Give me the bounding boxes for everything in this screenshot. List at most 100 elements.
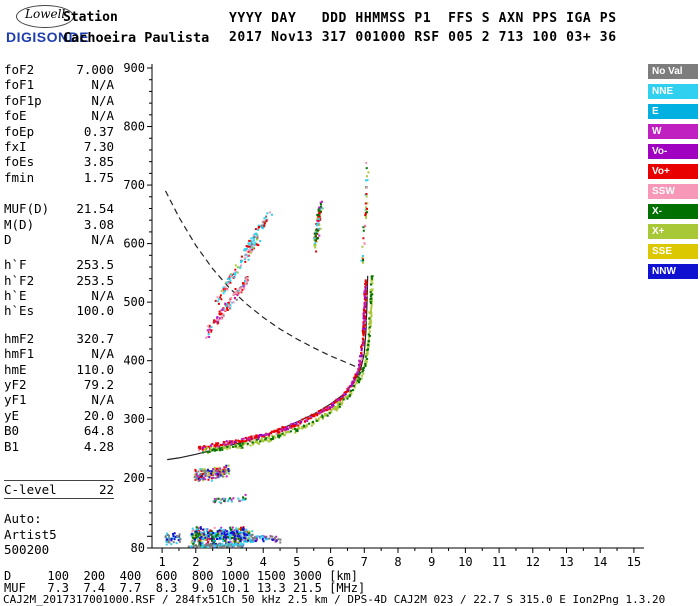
logo-orbit-ellipse-icon [16,5,74,28]
logo-lowell-text: Lowell [25,7,66,21]
param-value: 79.2 [83,377,114,393]
param-value: 64.8 [83,423,114,439]
trace-spread-above-cusp [361,171,370,264]
trace-es-layer [191,526,251,544]
parameter-group: hmF2 320.7 hmF1 N/A hmE 110.0 yF2 79.2 yF1 N/A yE 2… [4,331,114,454]
param-label: fmin [4,169,35,185]
param-value: 20.0 [83,407,114,423]
param-foF1: foF1 N/A [4,77,114,92]
parameter-group: h`F 253.5 h`F2 253.5 h`E N/A h`Es 100.0 [4,257,114,319]
trace-spread-above-cusp [362,193,368,261]
svg-text:8: 8 [394,555,401,569]
legend-item-vo-: Vo- [648,144,698,159]
muf-row: MUF 7.3 7.4 7.7 8.3 9.0 10.1 13.3 21.5 [… [4,581,366,595]
station-label: Station [63,10,118,25]
trace-f-trace-o [197,279,368,451]
param-label: C-level [4,481,57,497]
param-hF: h`F 253.5 [4,257,114,272]
svg-text:80: 80 [131,541,145,555]
legend-item-w: W [648,124,698,139]
param-hF2: h`F2 253.5 [4,273,114,288]
param-label: yF2 [4,377,27,393]
svg-text:14: 14 [593,555,607,569]
param-value: N/A [91,288,114,304]
trace-f-second-hop-a [205,277,249,339]
trace-e-region-sparse [213,497,246,504]
svg-text:12: 12 [526,555,540,569]
param-value: 4.28 [83,438,114,454]
parameter-group: MUF(D) 21.54 M(D) 3.08 D N/A [4,201,114,247]
param-hEs: h`Es 100.0 [4,303,114,318]
param-label: h`Es [4,303,35,319]
svg-text:11: 11 [492,555,506,569]
param-label: 500200 [4,542,50,558]
trace-f-second-hop-a [206,285,245,338]
param-label: Auto: [4,511,42,527]
param-label: foF2 [4,62,35,77]
param-label: foEs [4,154,35,170]
legend-item-nnw: NNW [648,264,698,279]
param-value: N/A [91,231,114,247]
svg-text:900: 900 [123,61,145,75]
trace-es-layer [190,526,251,545]
param-MD: M(D) 3.08 [4,217,114,232]
param-hmF1: hmF1 N/A [4,346,114,361]
param-label: foEp [4,123,35,139]
param-label: M(D) [4,216,35,232]
svg-text:4: 4 [260,555,267,569]
station-name: Cachoeira Paulista [63,30,210,46]
param-B1: B1 4.28 [4,439,114,454]
param-label: hmF1 [4,346,35,362]
distance-row: D 100 200 400 600 800 1000 1500 3000 [km… [4,569,359,583]
param-value: N/A [91,92,114,108]
param-500200: 500200 [4,542,114,557]
param-D: D N/A [4,232,114,247]
lowell-digisonde-logo: Lowell DIGISONDE [6,4,112,50]
param-label: hmE [4,361,27,377]
ionogram-plot-area: 900 800 700 600 500 400 300 200 80 1 2 3 4 5 6 7 8 9 10 11 1… [116,60,650,572]
legend-item-noval: No Val [648,64,698,79]
param-foEs: foEs 3.85 [4,154,114,169]
legend-item-nne: NNE [648,84,698,99]
trace-f-second-hop-a [213,276,248,324]
svg-text:400: 400 [123,354,145,368]
trace-es-layer [190,526,249,545]
param-label: hmF2 [4,330,35,346]
svg-text:700: 700 [123,178,145,192]
trace-f-second-hop-c [249,215,268,246]
param-foF1p: foF1p N/A [4,93,114,108]
param-label: B1 [4,438,20,454]
trace-es-layer-edge [254,536,278,543]
svg-text:2: 2 [192,555,199,569]
svg-text:500: 500 [123,295,145,309]
param-label: yE [4,407,20,423]
param-label: Artist5 [4,526,57,542]
svg-text:10: 10 [458,555,472,569]
param-label: foE [4,108,27,124]
legend-item-e: E [648,104,698,119]
legend-item-x+: X+ [648,224,698,239]
param-label: h`E [4,288,27,304]
legend-item-x-: X- [648,204,698,219]
param-fxI: fxI 7.30 [4,139,114,154]
trace-es-layer-edge [250,533,282,544]
trace-f-second-hop-c [240,220,268,258]
param-Auto: Auto: [4,511,114,526]
param-value: 100.0 [76,303,114,319]
svg-text:200: 200 [123,471,145,485]
param-label: h`F [4,257,27,273]
header-column-values: 2017 Nov13 317 001000 RSF 005 2 713 100 … [229,30,617,45]
param-yE: yE 20.0 [4,408,114,423]
param-label: B0 [4,423,20,439]
param-value: 1.75 [83,169,114,185]
param-yF2: yF2 79.2 [4,377,114,392]
param-label: MUF(D) [4,201,50,217]
param-value: 253.5 [76,272,114,288]
param-Clevel: C-level 22 [4,482,114,497]
svg-text:9: 9 [428,555,435,569]
param-label: fxI [4,138,27,154]
trace-f-second-hop-c [243,212,273,256]
param-value: N/A [91,108,114,124]
param-value: 110.0 [76,361,114,377]
param-hE: h`E N/A [4,288,114,303]
